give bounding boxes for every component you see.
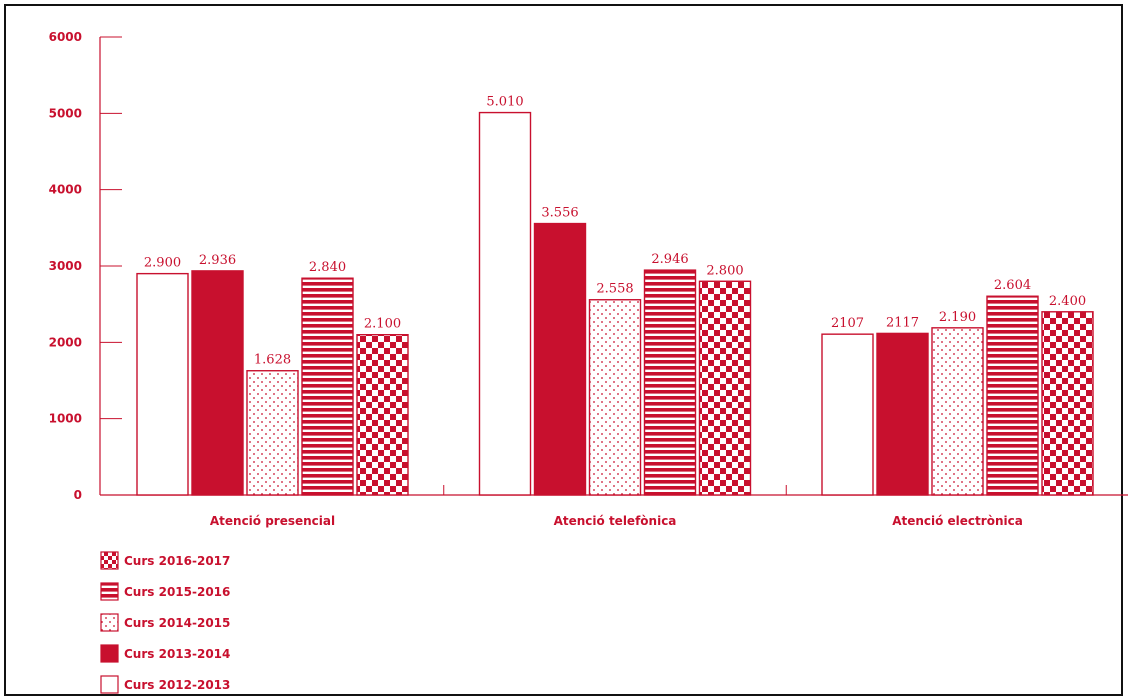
legend-label: Curs 2013-2014 [124,647,230,661]
category-label: Atenció electrònica [892,514,1023,528]
bar-value-label: 2.840 [309,260,346,275]
bar [246,370,299,496]
legend-swatch [100,582,119,601]
bar [533,222,587,496]
bar-value-label: 2117 [886,315,919,330]
bars: 2.900 2.936 1.628 2.840 2.100 5.010 3.556 2.558… [136,95,1094,496]
bar-value-label: 1.628 [254,353,291,368]
bar [876,332,929,496]
y-tick-label: 0 [74,488,82,502]
legend-label: Curs 2014-2015 [124,616,230,630]
y-tick-label: 6000 [49,30,82,44]
y-tick-label: 2000 [49,335,82,349]
bar [643,269,697,496]
bar-value-label: 2.558 [596,282,633,297]
bar-value-label: 2.400 [1049,294,1086,309]
bar [301,277,354,496]
bar [478,111,532,496]
legend-label: Curs 2015-2016 [124,585,230,599]
bar-value-label: 2.800 [706,263,743,278]
bar-value-label: 3.556 [541,206,578,221]
legend-swatch [100,551,119,570]
legend: Curs 2016-2017 Curs 2015-2016 Curs 2014-20… [100,551,230,694]
bar-value-label: 2.604 [994,278,1031,293]
y-tick-label: 5000 [49,106,82,120]
bar [136,272,189,496]
bar [191,270,244,496]
legend-label: Curs 2016-2017 [124,554,230,568]
bar [821,333,874,496]
bar-value-label: 5.010 [486,95,523,110]
category-label: Atenció presencial [210,514,335,528]
y-ticks: 0 1000 2000 3000 4000 5000 6000 [49,30,122,502]
category-label: Atenció telefònica [554,514,677,528]
bar [986,295,1039,496]
bar [698,280,752,496]
bar-value-label: 2.936 [199,253,236,268]
bar-value-label: 2107 [831,316,864,331]
category-labels: Atenció presencial Atenció telefònica Aten… [210,485,1023,528]
bar [931,327,984,496]
legend-swatch [100,644,119,663]
y-tick-label: 3000 [49,259,82,273]
bar [1041,311,1094,496]
bar-value-label: 2.946 [651,252,688,267]
bar [588,299,642,496]
bar-value-label: 2.100 [364,317,401,332]
legend-swatch [100,675,119,694]
bar-value-label: 2.900 [144,256,181,271]
bar [356,334,409,496]
legend-swatch [100,613,119,632]
y-tick-label: 1000 [49,412,82,426]
legend-label: Curs 2012-2013 [124,678,230,692]
y-tick-label: 4000 [49,183,82,197]
bar-value-label: 2.190 [939,310,976,325]
